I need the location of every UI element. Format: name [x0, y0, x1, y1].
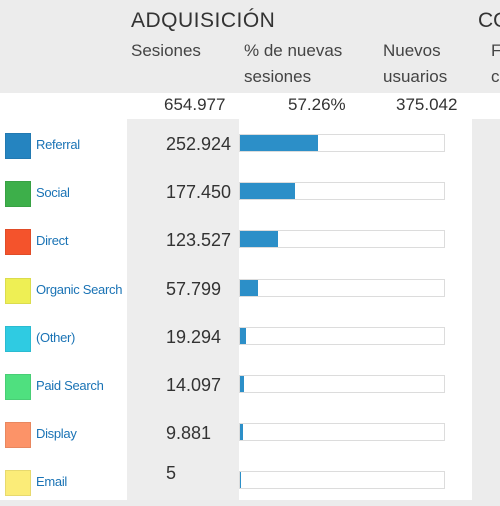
sessions-column-background: [127, 119, 239, 500]
next-column-background: [472, 119, 500, 500]
next-column-header[interactable]: F c: [491, 38, 500, 90]
channel-link[interactable]: Display: [36, 426, 77, 442]
total-new-users: 375.042: [396, 95, 458, 114]
channel-sessions-value: 252.924: [166, 134, 232, 154]
channel-sessions-value: 177.450: [166, 182, 232, 203]
table-row: Organic Search 57.799: [0, 266, 472, 314]
new-sessions-column-header[interactable]: % de nuevas sesiones: [244, 41, 343, 86]
sessions-bar-fill: [240, 424, 244, 441]
sessions-bar-fill: [240, 135, 319, 151]
sessions-bar-track: [239, 230, 445, 249]
sessions-bar-track: [239, 278, 445, 297]
channel-sessions-value: 9.881: [166, 423, 212, 444]
totals-row: 654.977 57.26% 375.042: [0, 93, 500, 119]
channel-sessions-value: 14.097: [166, 375, 222, 395]
channel-color-swatch: [5, 277, 31, 304]
sessions-bar-track: [239, 423, 445, 442]
new-users-column-header[interactable]: Nuevos usuarios: [383, 41, 448, 86]
channel-color-swatch: [5, 374, 31, 400]
channel-link[interactable]: (Other): [36, 329, 76, 345]
next-column-header-line-1: F: [491, 41, 500, 60]
table-row: Paid Search 14.097: [0, 362, 472, 410]
next-column-header-line-2: c: [491, 67, 500, 86]
sessions-bar-fill: [240, 231, 279, 248]
channel-link[interactable]: Direct: [36, 233, 69, 249]
total-new-sessions-pct: 57.26%: [288, 95, 346, 114]
sessions-bar-fill: [240, 183, 295, 200]
sessions-bar-track: [239, 326, 445, 345]
sessions-bar-track: [239, 471, 445, 490]
channel-link[interactable]: Organic Search: [36, 281, 123, 297]
sessions-bar-track: [239, 375, 445, 393]
channel-color-swatch: [5, 133, 31, 159]
channel-link[interactable]: Email: [36, 474, 68, 490]
channel-link[interactable]: Referral: [36, 137, 80, 152]
next-section-title: CO: [478, 9, 500, 32]
table-row: Email 5: [0, 458, 472, 506]
table-row: Direct 123.527: [0, 217, 472, 265]
table-header: ADQUISICIÓN CO Sesiones % de nuevas sesi…: [0, 0, 500, 94]
table-row: Referral 252.924: [0, 121, 472, 169]
channel-link[interactable]: Social: [36, 185, 70, 201]
channel-color-swatch: [5, 470, 31, 497]
channel-color-swatch: [5, 325, 31, 352]
channel-sessions-value: 57.799: [166, 278, 222, 299]
sessions-bar-track: [239, 134, 445, 152]
sessions-column-header[interactable]: Sesiones: [131, 41, 201, 60]
channel-color-swatch: [5, 181, 31, 208]
channel-color-swatch: [5, 229, 31, 256]
sessions-bar-fill: [240, 376, 245, 392]
table-row: (Other) 19.294: [0, 314, 472, 362]
channel-color-swatch: [5, 422, 31, 449]
sessions-bar-fill: [240, 327, 246, 344]
table-row: Display 9.881: [0, 410, 472, 458]
channel-sessions-value: 5: [166, 463, 177, 484]
sessions-bar-fill: [240, 472, 242, 489]
total-sessions: 654.977: [164, 95, 226, 114]
channel-sessions-value: 19.294: [166, 326, 222, 347]
sessions-bar-fill: [240, 279, 258, 296]
table-row: Social 177.450: [0, 169, 472, 217]
acquisition-section-title: ADQUISICIÓN: [131, 9, 276, 32]
channel-link[interactable]: Paid Search: [36, 378, 104, 393]
channel-sessions-value: 123.527: [166, 230, 232, 251]
sessions-bar-track: [239, 182, 445, 201]
